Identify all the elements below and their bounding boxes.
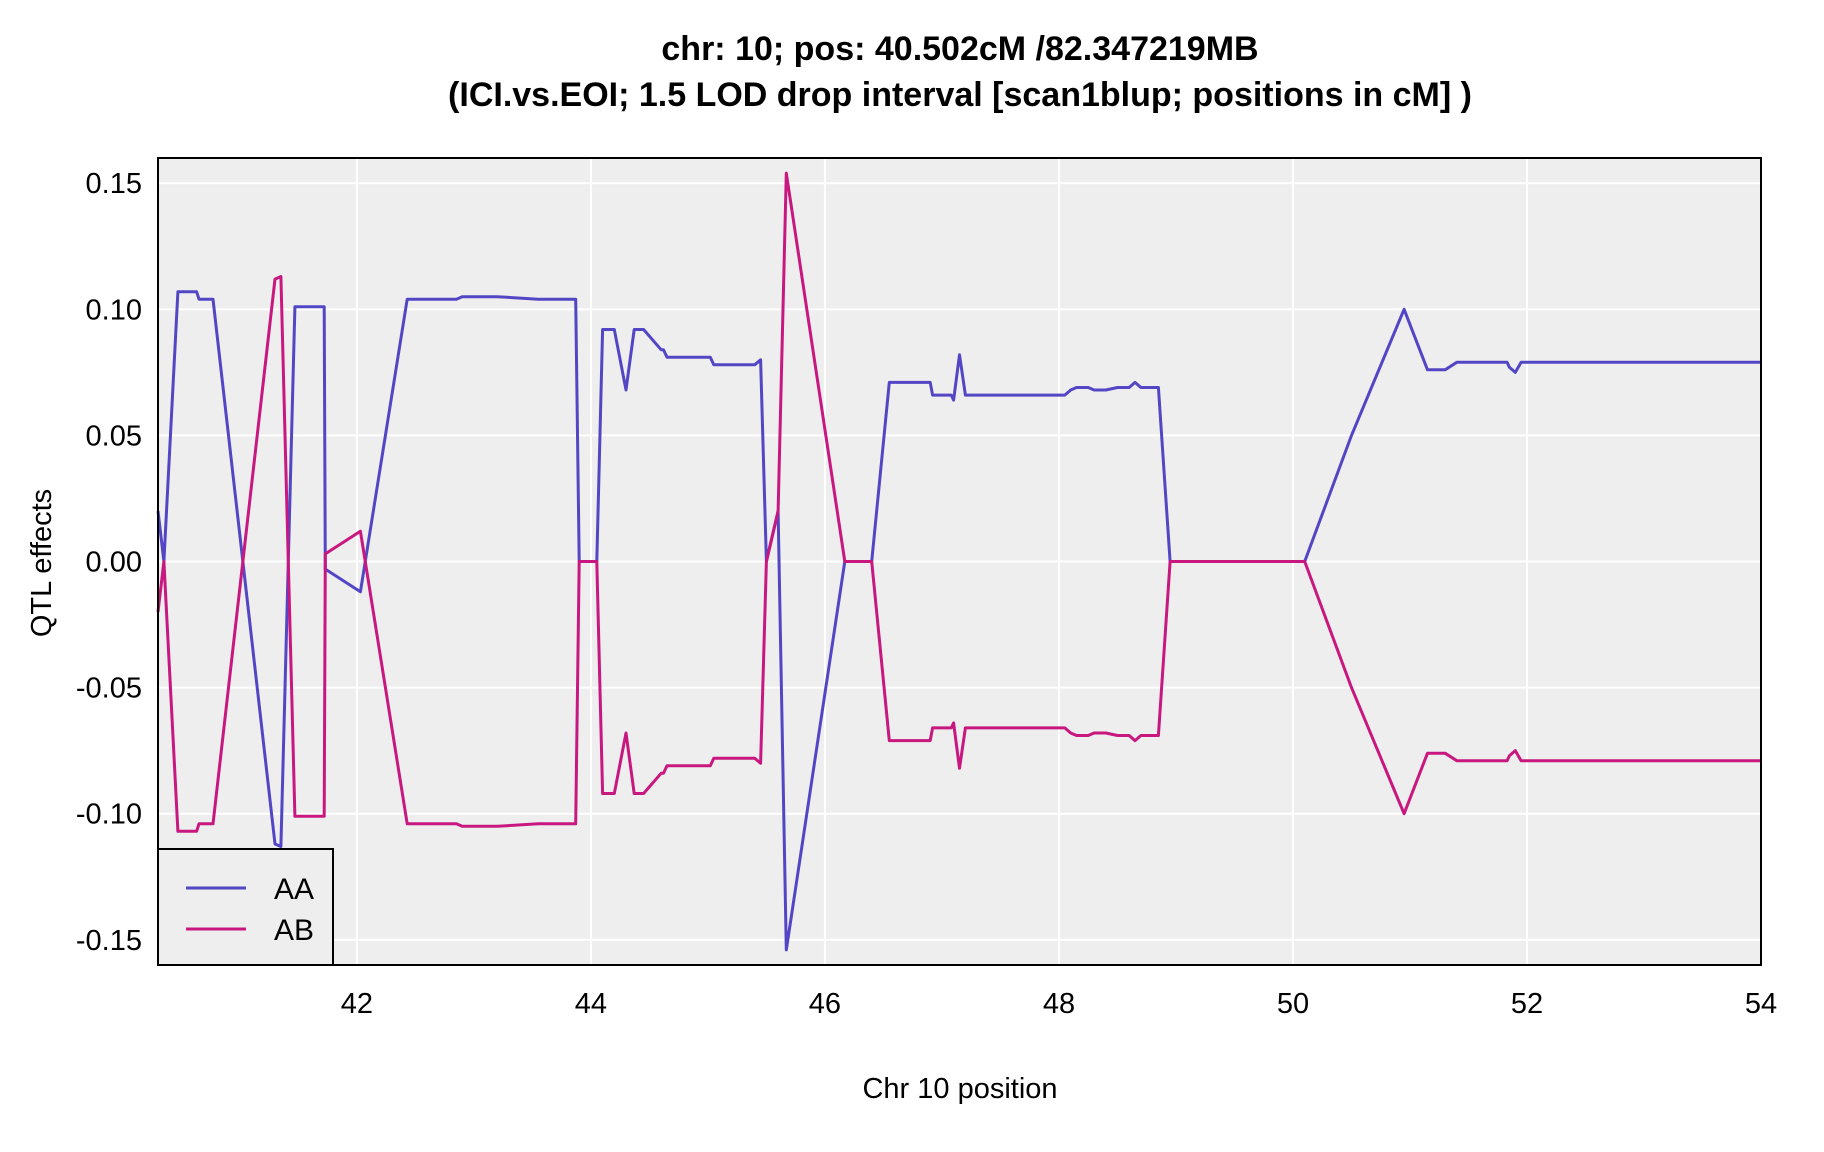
- plot-frame: [157, 157, 1762, 966]
- legend-box: [157, 848, 334, 966]
- series-line-ab: [156, 171, 1761, 833]
- y-axis-label: QTL effects: [26, 489, 58, 637]
- x-tick-labels: 42 44 46 48 50 52 54: [341, 988, 1777, 1020]
- y-tick-label: 0.10: [86, 294, 142, 326]
- y-tick-label: 0.05: [86, 420, 142, 452]
- grid-lines: [158, 158, 1762, 965]
- legend-label-aa: AA: [274, 873, 314, 906]
- legend-label-ab: AB: [274, 914, 314, 947]
- x-tick-label: 44: [575, 988, 607, 1020]
- y-tick-label: 0.15: [86, 168, 142, 200]
- series-line-aa: [156, 290, 1761, 952]
- x-tick-label: 46: [809, 988, 841, 1020]
- y-tick-label: -0.15: [76, 925, 142, 957]
- y-tick-label: 0.00: [86, 547, 142, 579]
- y-tick-labels: -0.15 -0.10 -0.05 0.00 0.05 0.10 0.15: [76, 168, 142, 957]
- y-tick-label: -0.05: [76, 673, 142, 705]
- y-tick-label: -0.10: [76, 799, 142, 831]
- series-lines: [156, 171, 1761, 952]
- chart-subtitle: (ICI.vs.EOI; 1.5 LOD drop interval [scan…: [448, 76, 1472, 114]
- chart-title: chr: 10; pos: 40.502cM /82.347219MB: [661, 30, 1258, 68]
- x-tick-label: 50: [1277, 988, 1309, 1020]
- legend: AA AB: [157, 848, 334, 966]
- x-axis-label: Chr 10 position: [862, 1073, 1057, 1105]
- x-tick-label: 54: [1745, 988, 1777, 1020]
- x-tick-label: 48: [1043, 988, 1075, 1020]
- x-tick-label: 42: [341, 988, 373, 1020]
- x-tick-label: 52: [1511, 988, 1543, 1020]
